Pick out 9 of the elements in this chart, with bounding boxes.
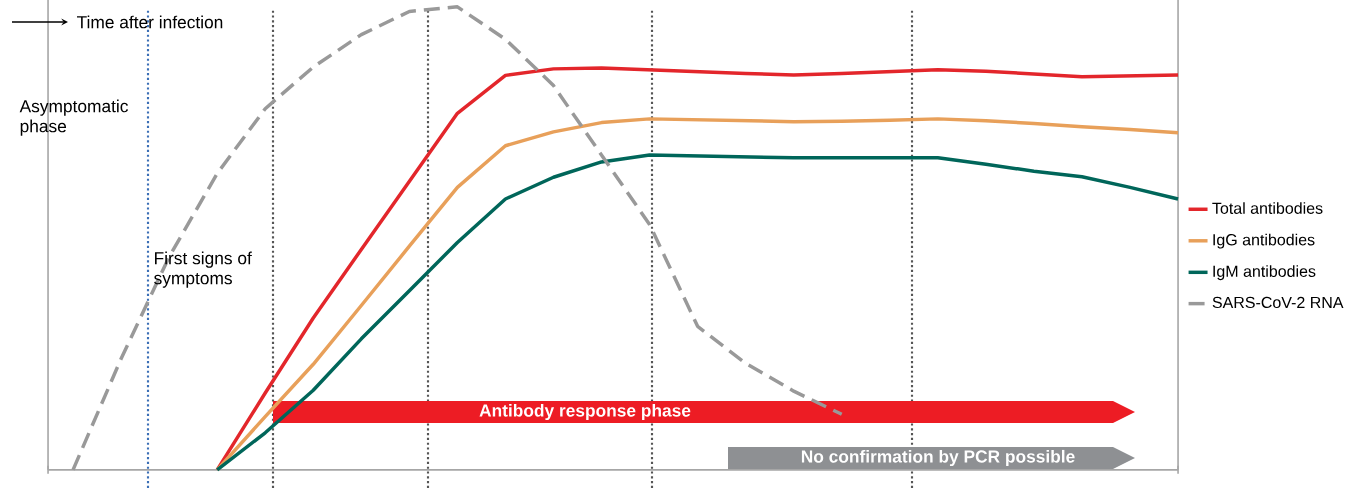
legend-label: IgG antibodies bbox=[1213, 233, 1315, 249]
annotation: First signs of symptoms bbox=[154, 251, 252, 288]
annotation: Antibody response phase bbox=[479, 403, 691, 421]
legend-label: IgM antibodies bbox=[1213, 265, 1316, 281]
annotation: Asymptomatic phase bbox=[19, 99, 128, 136]
annotation: Time after infection bbox=[77, 15, 223, 29]
legend-label: Total antibodies bbox=[1212, 202, 1323, 214]
legend-label: SARS-CoV-2 RNA bbox=[1212, 296, 1344, 309]
annotation: No confirmation by PCR possible bbox=[801, 449, 1075, 467]
